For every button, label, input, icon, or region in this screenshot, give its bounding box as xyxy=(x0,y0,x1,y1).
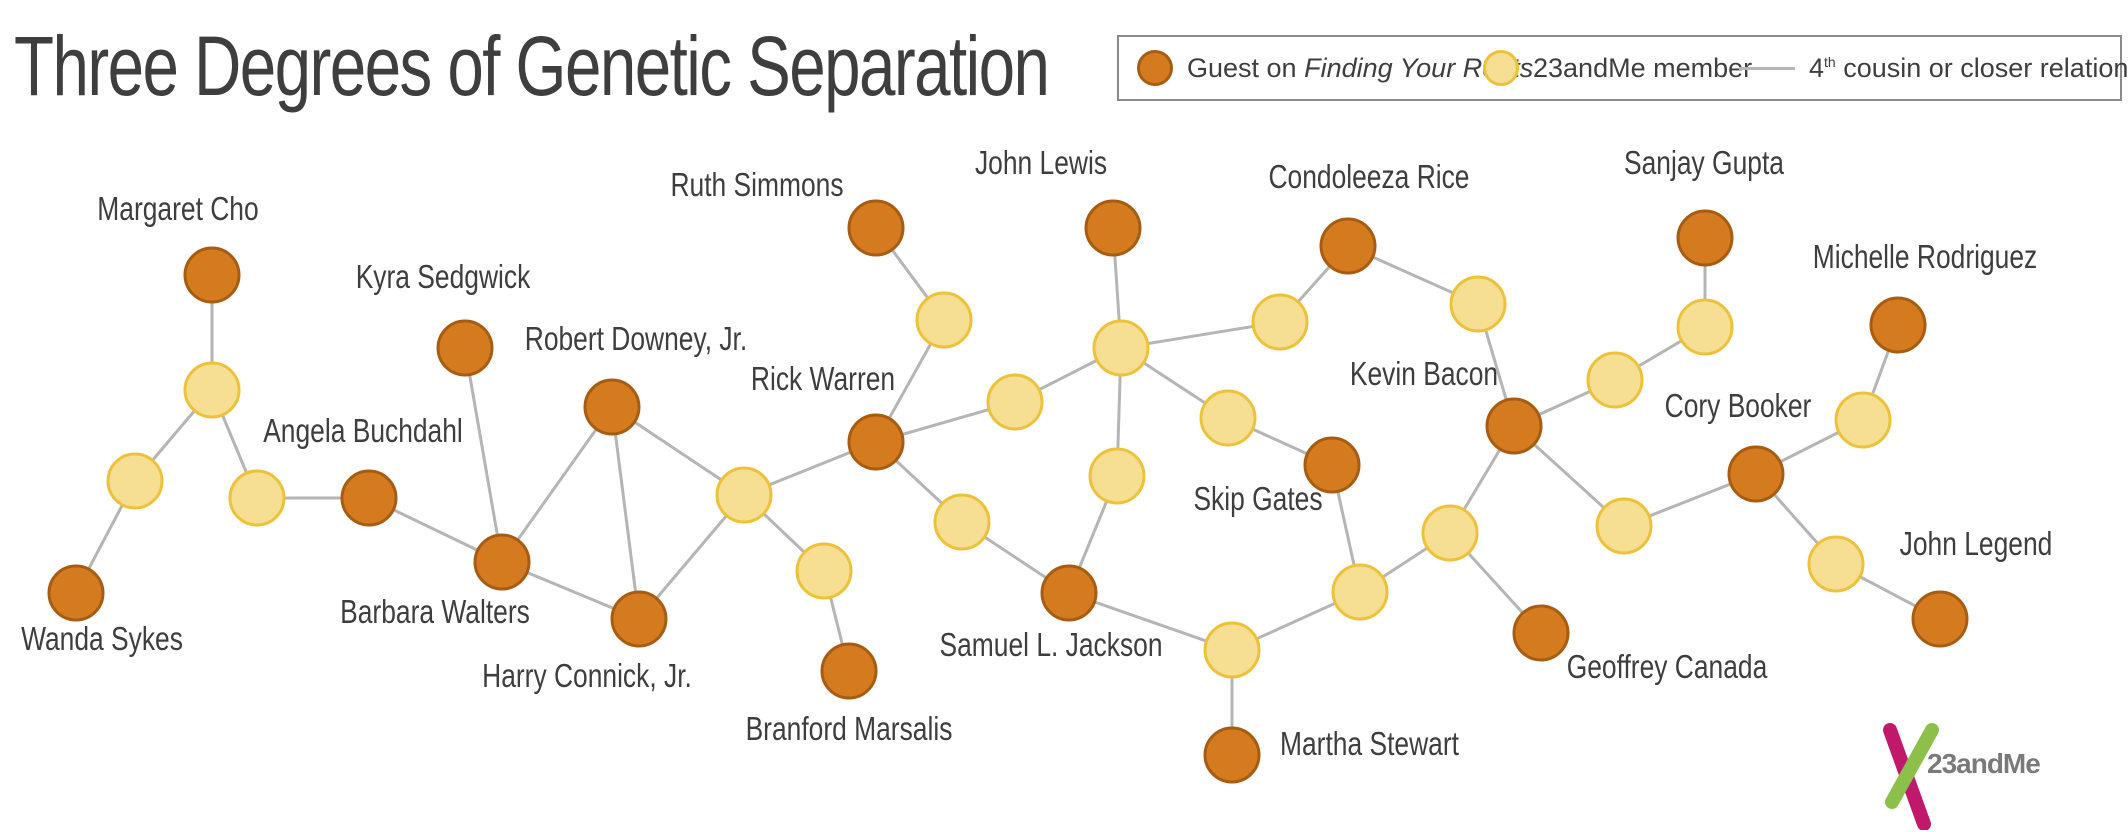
guest-node-angela-buchdahl xyxy=(340,469,398,527)
guest-label-michelle-rodriguez: Michelle Rodriguez xyxy=(1813,239,2037,275)
guest-node-skip-gates xyxy=(1303,436,1361,494)
guest-node-ruth-simmons xyxy=(847,199,905,257)
guest-label-barbara-walters: Barbara Walters xyxy=(340,594,530,630)
guest-label-margaret-cho: Margaret Cho xyxy=(97,191,258,227)
guest-node-margaret-cho xyxy=(183,246,241,304)
guest-label-robert-downey-jr: Robert Downey, Jr. xyxy=(525,321,747,357)
guest-node-kevin-bacon xyxy=(1485,397,1543,455)
relationship-edge-robert-downey-jr-harry-connick-jr xyxy=(610,406,641,620)
member-node-5 xyxy=(795,542,853,600)
relationship-line-icon xyxy=(1739,66,1795,70)
guest-node-kyra-sedgwick xyxy=(436,319,494,377)
labels-group: Margaret Cho Wanda Sykes Angela Buchdahl Ky… xyxy=(21,145,2052,762)
legend-relationship-item: 4th cousin or closer relationship xyxy=(1739,37,2128,99)
guest-node-rick-warren xyxy=(847,413,905,471)
guest-node-sanjay-gupta xyxy=(1676,209,1734,267)
guest-label-sanjay-gupta: Sanjay Gupta xyxy=(1624,145,1784,181)
guest-label-ruth-simmons: Ruth Simmons xyxy=(670,167,843,203)
legend-relationship-label: 4th cousin or closer relationship xyxy=(1809,52,2128,83)
guest-label-samuel-l-jackson: Samuel L. Jackson xyxy=(940,627,1163,663)
member-node-2 xyxy=(106,452,164,510)
guest-label-condoleeza-rice: Condoleeza Rice xyxy=(1268,159,1469,195)
guest-node-john-lewis xyxy=(1084,199,1142,257)
relationship-edge-samuel-l-jackson-m13 xyxy=(1068,591,1233,652)
guest-label-geoffrey-canada: Geoffrey Canada xyxy=(1567,649,1768,685)
guest-dot-icon xyxy=(1137,50,1173,86)
guest-node-samuel-l-jackson xyxy=(1040,564,1098,622)
guest-label-martha-stewart: Martha Stewart xyxy=(1280,726,1460,762)
member-node-19 xyxy=(1595,497,1653,555)
legend-member-label: 23andMe member xyxy=(1533,52,1753,83)
page-title: Three Degrees of Genetic Separation xyxy=(14,19,1050,113)
member-node-7 xyxy=(986,373,1044,431)
guest-node-barbara-walters xyxy=(473,533,531,591)
member-node-18 xyxy=(1676,298,1734,356)
guest-label-cory-booker: Cory Booker xyxy=(1665,388,1812,424)
member-node-15 xyxy=(1421,504,1479,562)
legend-member-item: 23andMe member xyxy=(1483,37,1752,99)
guest-node-martha-stewart xyxy=(1203,726,1261,784)
guest-node-wanda-sykes xyxy=(47,564,105,622)
member-node-12 xyxy=(933,493,991,551)
relationship-edge-barbara-walters-robert-downey-jr xyxy=(500,406,614,563)
guest-label-skip-gates: Skip Gates xyxy=(1193,481,1322,517)
guest-node-john-legend xyxy=(1911,590,1969,648)
member-node-16 xyxy=(1449,275,1507,333)
member-node-3 xyxy=(228,469,286,527)
member-node-13 xyxy=(1203,621,1261,679)
guest-label-kevin-bacon: Kevin Bacon xyxy=(1350,356,1498,392)
member-node-11 xyxy=(1088,447,1146,505)
member-node-17 xyxy=(1586,351,1644,409)
guest-node-geoffrey-canada xyxy=(1512,604,1570,662)
legend: Guest on Finding Your Roots 23andMe memb… xyxy=(1117,35,2128,101)
guest-node-michelle-rodriguez xyxy=(1869,296,1927,354)
member-node-1 xyxy=(183,361,241,419)
guest-node-robert-downey-jr xyxy=(583,378,641,436)
guest-label-john-lewis: John Lewis xyxy=(975,145,1107,181)
member-node-9 xyxy=(1251,293,1309,351)
relationship-edge-kyra-sedgwick-barbara-walters xyxy=(463,347,504,563)
guest-label-wanda-sykes: Wanda Sykes xyxy=(21,621,183,657)
guest-label-branford-marsalis: Branford Marsalis xyxy=(746,711,953,747)
member-dot-icon xyxy=(1483,50,1519,86)
logo-text: 23andMe xyxy=(1927,748,2041,779)
nodes-group xyxy=(47,199,1969,784)
member-node-21 xyxy=(1807,535,1865,593)
guest-node-branford-marsalis xyxy=(820,642,878,700)
guest-node-harry-connick-jr xyxy=(610,590,668,648)
guest-label-john-legend: John Legend xyxy=(1900,526,2053,562)
member-node-10 xyxy=(1199,389,1257,447)
member-node-20 xyxy=(1834,391,1892,449)
guest-label-angela-buchdahl: Angela Buchdahl xyxy=(263,413,463,449)
guest-node-condoleeza-rice xyxy=(1319,217,1377,275)
guest-label-harry-connick-jr: Harry Connick, Jr. xyxy=(482,658,692,694)
member-node-6 xyxy=(915,291,973,349)
member-node-4 xyxy=(715,466,773,524)
23andme-logo-icon xyxy=(1883,723,1939,830)
guest-label-kyra-sedgwick: Kyra Sedgwick xyxy=(356,259,531,295)
member-node-8 xyxy=(1092,319,1150,377)
guest-node-cory-booker xyxy=(1727,445,1785,503)
member-node-14 xyxy=(1331,563,1389,621)
guest-label-rick-warren: Rick Warren xyxy=(751,361,895,397)
